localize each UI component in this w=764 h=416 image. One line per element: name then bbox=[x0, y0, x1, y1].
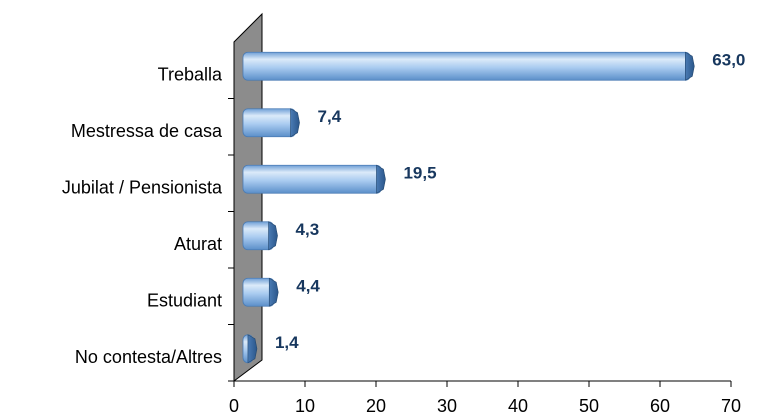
data-label: 4,4 bbox=[296, 276, 320, 295]
bar-cap-0 bbox=[685, 51, 695, 81]
category-label: No contesta/Altres bbox=[75, 347, 222, 367]
bar-cap-2 bbox=[376, 164, 386, 194]
category-label: Aturat bbox=[174, 234, 222, 254]
data-label: 4,3 bbox=[296, 220, 320, 239]
x-tick-label: 70 bbox=[721, 396, 741, 416]
bar-2 bbox=[242, 164, 382, 194]
bar-cap-1 bbox=[290, 108, 300, 138]
x-tick-label: 40 bbox=[508, 396, 528, 416]
category-label: Estudiant bbox=[147, 290, 222, 310]
category-label: Jubilat / Pensionista bbox=[62, 177, 223, 197]
x-tick-label: 20 bbox=[366, 396, 386, 416]
x-tick-label: 10 bbox=[295, 396, 315, 416]
data-label: 63,0 bbox=[712, 50, 745, 69]
data-label: 1,4 bbox=[275, 333, 299, 352]
bar-cap-4 bbox=[268, 277, 279, 307]
x-tick-label: 60 bbox=[650, 396, 670, 416]
bar-0 bbox=[242, 51, 691, 81]
x-tick-label: 50 bbox=[579, 396, 599, 416]
bar-1 bbox=[242, 108, 296, 138]
bar-cap-5 bbox=[247, 334, 258, 364]
bar-cap-3 bbox=[268, 221, 278, 251]
x-tick-label: 30 bbox=[437, 396, 457, 416]
category-label: Treballa bbox=[158, 64, 223, 84]
x-tick-label: 0 bbox=[229, 396, 239, 416]
data-label: 7,4 bbox=[318, 107, 342, 126]
data-label: 19,5 bbox=[403, 163, 436, 182]
category-label: Mestressa de casa bbox=[71, 121, 223, 141]
